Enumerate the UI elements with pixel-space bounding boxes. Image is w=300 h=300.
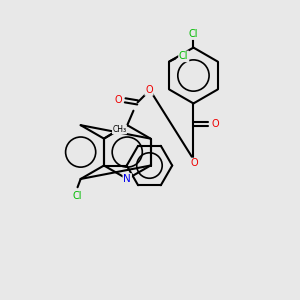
Text: Cl: Cl (73, 190, 82, 200)
Text: O: O (114, 95, 122, 105)
Text: N: N (123, 174, 131, 184)
Text: Cl: Cl (179, 51, 188, 62)
Text: O: O (145, 85, 153, 95)
Text: Cl: Cl (189, 29, 198, 39)
Text: O: O (212, 119, 219, 129)
Text: CH₃: CH₃ (112, 125, 127, 134)
Text: O: O (191, 158, 198, 168)
